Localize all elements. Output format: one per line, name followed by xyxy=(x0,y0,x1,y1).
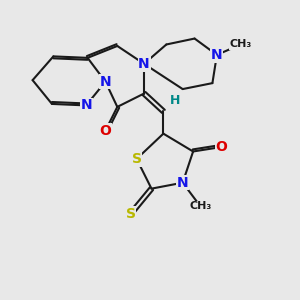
Text: H: H xyxy=(170,94,181,107)
Text: N: N xyxy=(177,176,188,190)
Text: O: O xyxy=(215,140,227,154)
Text: CH₃: CH₃ xyxy=(230,40,252,50)
Text: S: S xyxy=(126,207,136,221)
Text: N: N xyxy=(100,75,111,88)
Text: O: O xyxy=(100,124,111,138)
Text: CH₃: CH₃ xyxy=(189,202,212,212)
Text: N: N xyxy=(80,98,92,112)
Text: S: S xyxy=(132,152,142,166)
Text: N: N xyxy=(211,48,223,62)
Text: N: N xyxy=(138,57,150,71)
